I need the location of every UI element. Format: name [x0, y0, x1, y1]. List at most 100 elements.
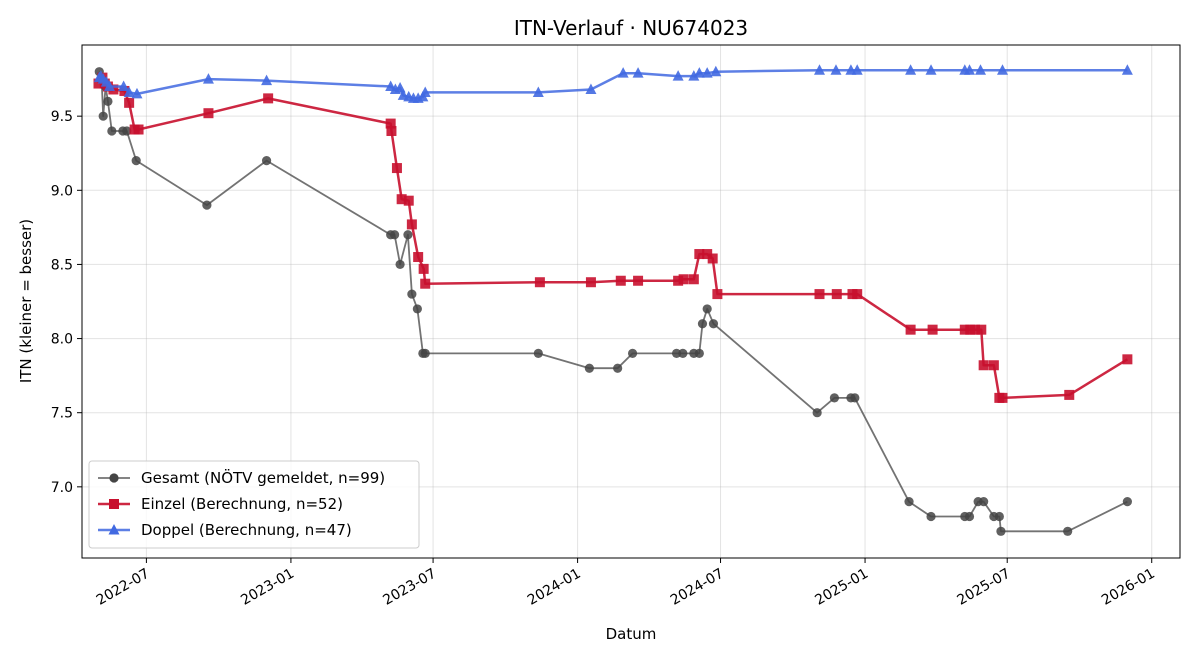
legend-label: Doppel (Berechnung, n=47) [141, 521, 352, 539]
data-point-doppel [710, 65, 722, 77]
grid [82, 45, 1180, 558]
data-point-gesamt [389, 230, 400, 240]
data-point-gesamt [412, 304, 422, 314]
data-point-doppel [118, 80, 130, 92]
data-point-gesamt [904, 497, 914, 507]
data-point-einzel [615, 275, 626, 286]
data-point-einzel [418, 263, 429, 274]
legend-box [88, 460, 420, 549]
data-point-gesamt [533, 348, 543, 358]
data-point-doppel [830, 64, 842, 75]
data-point-einzel [988, 360, 999, 371]
data-point-gesamt [678, 348, 688, 358]
x-tick-label: 2023-07 [380, 566, 439, 609]
data-point-doppel [851, 64, 863, 75]
legend-item-doppel: Doppel (Berechnung, n=47) [98, 521, 352, 539]
data-point-gesamt [829, 393, 840, 403]
data-point-doppel [813, 64, 825, 75]
data-point-doppel [202, 73, 214, 84]
data-point-einzel [978, 360, 989, 371]
data-point-doppel [532, 86, 544, 97]
data-point-einzel [997, 392, 1008, 403]
data-point-einzel [970, 324, 981, 335]
y-axis-label: ITN (kleiner = besser) [17, 219, 35, 383]
data-point-einzel [420, 278, 431, 289]
data-point-gesamt [1122, 497, 1132, 507]
data-point-einzel [534, 277, 545, 288]
data-point-doppel [632, 67, 644, 78]
data-point-einzel [124, 97, 135, 108]
data-point-gesamt [261, 156, 272, 166]
data-point-gesamt [395, 259, 405, 270]
data-point-einzel [585, 277, 596, 288]
data-point-doppel [693, 67, 705, 78]
x-tick-label: 2024-01 [525, 566, 584, 609]
data-point-doppel [617, 67, 629, 78]
data-point-doppel [964, 64, 976, 75]
plot-frame [81, 44, 1181, 559]
data-point-doppel [701, 67, 713, 78]
data-point-doppel [419, 86, 431, 97]
data-point-doppel [103, 80, 115, 92]
x-axis-label: Datum [606, 625, 657, 643]
data-point-gesamt [122, 126, 132, 136]
data-point-doppel [975, 64, 987, 75]
x-tick-label: 2025-07 [955, 566, 1014, 609]
data-point-einzel [386, 125, 397, 136]
data-point-einzel [712, 289, 723, 300]
x-tick-label: 2023-01 [238, 566, 297, 609]
y-tick-label: 8.0 [51, 332, 73, 348]
data-point-doppel [585, 83, 597, 94]
series-doppel [93, 64, 1133, 103]
data-point-doppel [672, 70, 684, 81]
data-point-gesamt [613, 363, 623, 373]
legend-label: Gesamt (NÖTV gemeldet, n=99) [141, 468, 385, 487]
data-point-gesamt [1063, 526, 1073, 536]
x-tick-label: 2022-07 [94, 566, 153, 609]
data-point-einzel [133, 124, 144, 135]
data-point-doppel [1121, 64, 1133, 75]
x-tick-label: 2026-01 [1099, 566, 1158, 609]
data-point-einzel [678, 274, 689, 285]
data-point-gesamt [979, 497, 989, 507]
data-point-einzel [959, 324, 970, 335]
data-point-doppel [394, 81, 406, 93]
data-point-gesamt [584, 363, 594, 373]
data-point-einzel [633, 275, 644, 286]
data-point-gesamt [627, 348, 638, 358]
data-point-einzel [203, 108, 214, 119]
data-point-einzel [406, 219, 417, 230]
data-point-einzel [1122, 354, 1133, 365]
data-point-doppel [123, 86, 135, 97]
data-point-gesamt [403, 230, 413, 240]
x-tick-label: 2025-01 [812, 566, 871, 609]
data-point-doppel [688, 70, 700, 81]
data-point-doppel [996, 64, 1008, 75]
data-point-einzel [413, 252, 424, 263]
data-point-einzel [976, 324, 987, 335]
data-point-gesamt [697, 319, 708, 329]
data-point-einzel [852, 289, 863, 300]
legend-label: Einzel (Berechnung, n=52) [141, 495, 343, 513]
data-point-gesamt [926, 511, 936, 522]
series-einzel [93, 72, 1133, 403]
legend-marker-circle [109, 473, 119, 483]
chart-title: ITN-Verlauf · NU674023 [514, 16, 748, 40]
series-line-einzel [97, 76, 1129, 400]
data-point-einzel [688, 274, 699, 285]
data-point-einzel [263, 93, 274, 104]
data-point-einzel [927, 324, 938, 335]
data-point-gesamt [131, 156, 141, 166]
data-point-einzel [403, 195, 414, 206]
data-point-einzel [673, 275, 684, 286]
legend-item-gesamt: Gesamt (NÖTV gemeldet, n=99) [98, 468, 385, 487]
y-tick-label: 8.5 [51, 257, 73, 273]
data-point-gesamt [702, 304, 712, 314]
data-point-einzel [396, 194, 407, 205]
x-tick-label: 2024-07 [668, 566, 727, 609]
data-point-doppel [925, 64, 937, 75]
data-point-einzel [814, 289, 825, 300]
data-point-gesamt [107, 126, 117, 136]
data-point-gesamt [850, 393, 860, 403]
y-tick-label: 9.0 [51, 183, 73, 199]
